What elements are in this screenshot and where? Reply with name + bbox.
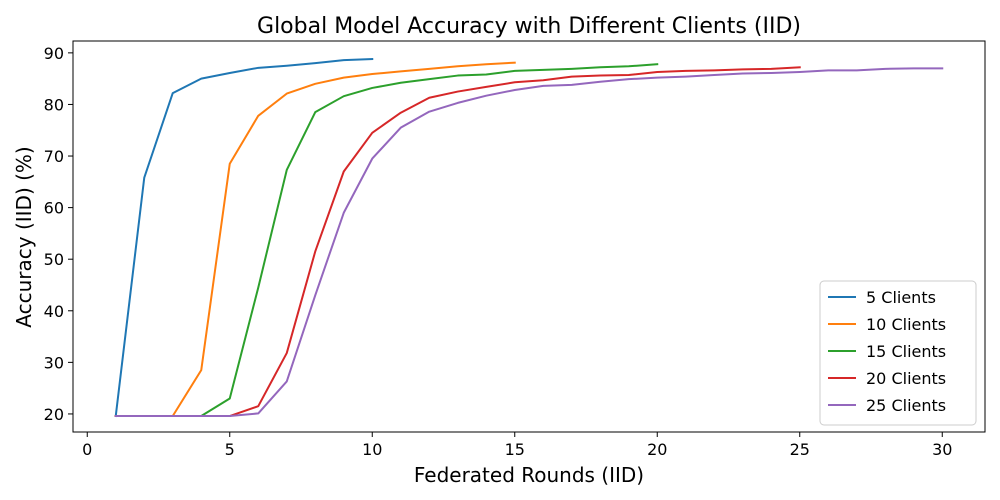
plot-area-frame — [72, 40, 986, 433]
x-tick-label: 25 — [790, 440, 810, 459]
x-axis-ticks: 0 5 10 15 20 25 30 — [82, 432, 952, 459]
legend-label-5: 25 Clients — [866, 396, 946, 415]
legend-label-2: 10 Clients — [866, 315, 946, 334]
x-tick-label: 30 — [932, 440, 952, 459]
x-tick-label: 20 — [647, 440, 667, 459]
x-tick-label: 5 — [225, 440, 235, 459]
series-line-5 — [114, 67, 944, 418]
legend-label-4: 20 Clients — [866, 369, 946, 388]
y-tick-label: 40 — [44, 302, 64, 321]
x-tick-label: 0 — [82, 440, 92, 459]
series-layer — [114, 58, 944, 418]
x-tick-label: 10 — [362, 440, 382, 459]
x-axis-label: Federated Rounds (IID) — [414, 463, 644, 487]
series-line-1 — [114, 58, 374, 418]
legend-box — [819, 280, 977, 426]
y-tick-label: 90 — [44, 44, 64, 63]
y-tick-label: 50 — [44, 250, 64, 269]
legend: 5 Clients 10 Clients 15 Clients 20 Clients 2… — [819, 280, 977, 426]
series-line-3 — [114, 63, 659, 418]
y-tick-label: 80 — [44, 95, 64, 114]
legend-label-3: 15 Clients — [866, 342, 946, 361]
x-tick-label: 15 — [505, 440, 525, 459]
y-tick-label: 20 — [44, 405, 64, 424]
series-line-2 — [114, 61, 516, 418]
y-tick-label: 60 — [44, 199, 64, 218]
chart-title: Global Model Accuracy with Different Cli… — [257, 14, 801, 39]
y-tick-label: 30 — [44, 353, 64, 372]
y-axis-ticks: 20 30 40 50 60 70 80 90 — [44, 44, 73, 424]
y-axis-label: Accuracy (IID) (%) — [12, 146, 36, 327]
legend-label-1: 5 Clients — [866, 288, 936, 307]
y-tick-label: 70 — [44, 147, 64, 166]
